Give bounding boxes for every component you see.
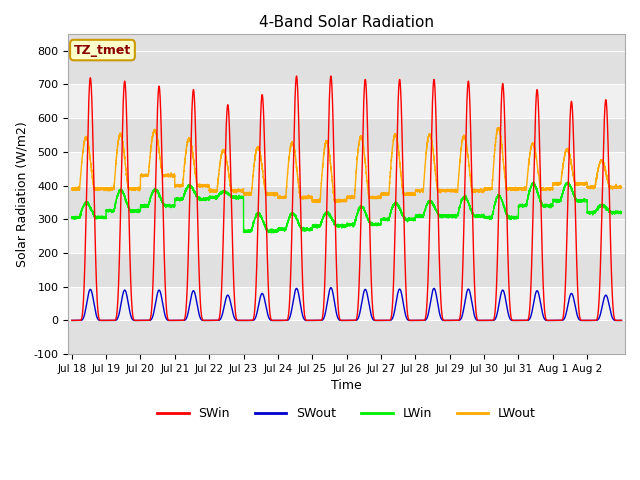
Bar xyxy=(68,287,625,321)
Legend: SWin, SWout, LWin, LWout: SWin, SWout, LWin, LWout xyxy=(152,402,541,425)
Text: TZ_tmet: TZ_tmet xyxy=(74,44,131,57)
Title: 4-Band Solar Radiation: 4-Band Solar Radiation xyxy=(259,15,434,30)
Bar xyxy=(68,84,625,118)
Y-axis label: Solar Radiation (W/m2): Solar Radiation (W/m2) xyxy=(15,121,28,267)
Bar xyxy=(68,219,625,253)
Bar xyxy=(68,152,625,186)
X-axis label: Time: Time xyxy=(332,379,362,392)
